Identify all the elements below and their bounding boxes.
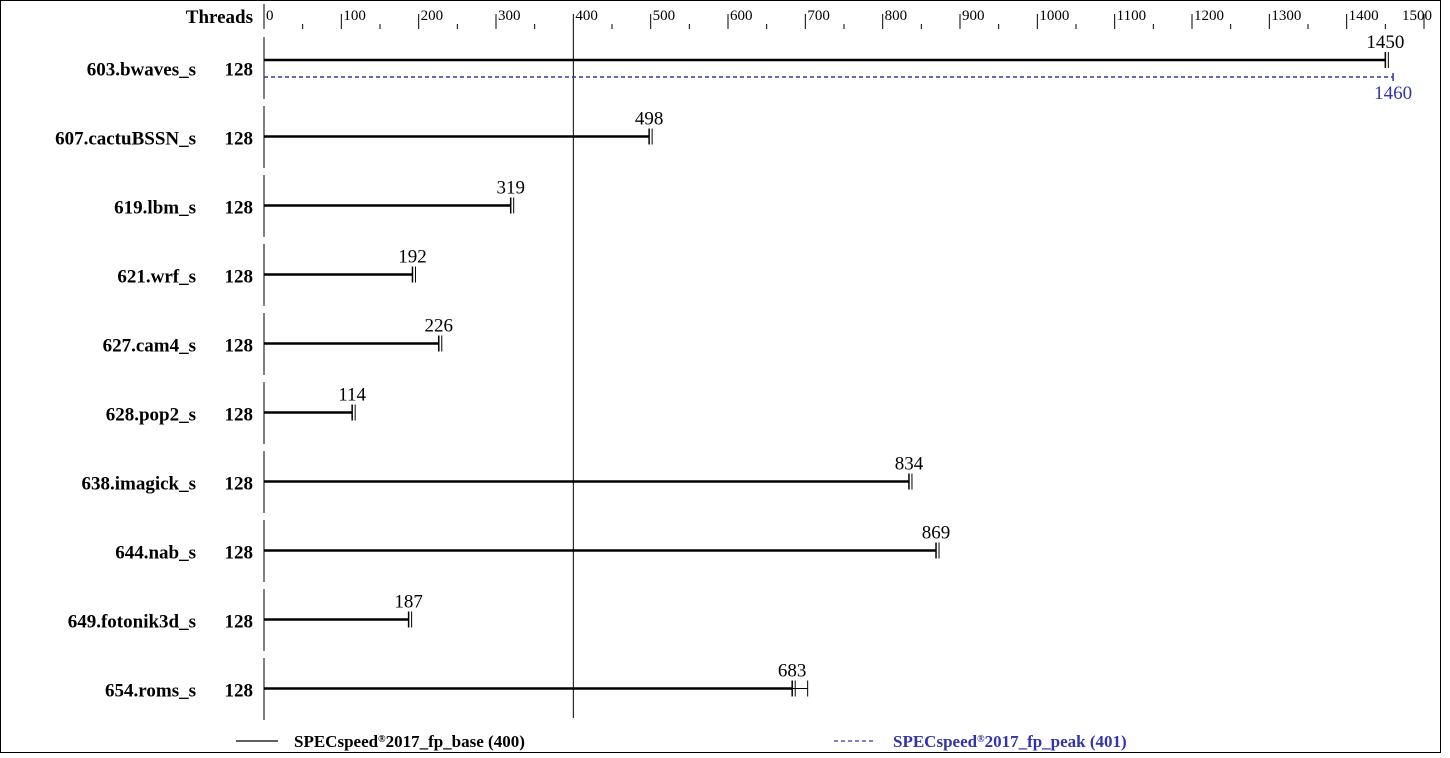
benchmark-name: 654.roms_s bbox=[105, 681, 196, 702]
benchmark-row: 627.cam4_s 128 226 bbox=[103, 313, 453, 375]
base-value-label: 834 bbox=[895, 454, 924, 475]
benchmark-row: 649.fotonik3d_s 128 187 bbox=[68, 589, 423, 651]
benchmark-name: 628.pop2_s bbox=[106, 405, 196, 426]
x-tick-label: 1400 bbox=[1349, 8, 1379, 24]
peak-value-label: 1460 bbox=[1374, 83, 1412, 104]
benchmark-threads: 128 bbox=[225, 474, 254, 495]
x-tick-label: 1000 bbox=[1039, 8, 1069, 24]
legend: SPECspeed®2017_fp_base (400) SPECspeed®20… bbox=[236, 732, 1127, 751]
benchmark-row: 607.cactuBSSN_s 128 498 bbox=[55, 106, 663, 168]
base-value-label: 1450 bbox=[1366, 32, 1404, 53]
benchmark-threads: 128 bbox=[225, 405, 254, 426]
x-tick-label: 1300 bbox=[1271, 8, 1301, 24]
x-tick-label: 1100 bbox=[1117, 8, 1146, 24]
benchmark-name: 621.wrf_s bbox=[117, 267, 196, 288]
base-value-label: 498 bbox=[635, 109, 664, 130]
benchmark-row: 654.roms_s 128 683 bbox=[105, 658, 809, 720]
benchmark-name: 638.imagick_s bbox=[81, 474, 196, 495]
benchmark-threads: 128 bbox=[225, 267, 254, 288]
x-axis: 0 100 200 300 400 500 600 700 800 900 1000 1100 1200… bbox=[263, 8, 1432, 29]
x-tick-label: 1500 bbox=[1402, 8, 1432, 24]
base-value-label: 187 bbox=[394, 592, 423, 613]
benchmark-threads: 128 bbox=[225, 198, 254, 219]
base-value-label: 226 bbox=[425, 316, 454, 337]
legend-label: SPECspeed®2017_fp_peak (401) bbox=[893, 732, 1127, 751]
x-tick-label: 100 bbox=[343, 8, 366, 24]
benchmark-threads: 128 bbox=[225, 129, 254, 150]
x-tick-label: 200 bbox=[421, 8, 444, 24]
benchmark-threads: 128 bbox=[225, 681, 254, 702]
benchmark-threads: 128 bbox=[225, 336, 254, 357]
base-value-label: 114 bbox=[338, 385, 366, 406]
benchmark-name: 649.fotonik3d_s bbox=[68, 612, 196, 633]
benchmark-threads: 128 bbox=[225, 612, 254, 633]
x-tick-label: 500 bbox=[653, 8, 676, 24]
base-value-label: 869 bbox=[922, 523, 951, 544]
base-value-label: 683 bbox=[778, 661, 807, 682]
x-tick-label: 600 bbox=[730, 8, 753, 24]
benchmark-name: 607.cactuBSSN_s bbox=[55, 129, 196, 150]
benchmark-row: 603.bwaves_s 128 1450 1460 bbox=[87, 32, 1412, 104]
benchmark-row: 619.lbm_s 128 319 bbox=[114, 175, 525, 237]
benchmark-row: 638.imagick_s 128 834 bbox=[81, 451, 924, 513]
base-value-label: 192 bbox=[398, 247, 427, 268]
benchmark-row: 621.wrf_s 128 192 bbox=[117, 244, 427, 306]
x-tick-label: 300 bbox=[498, 8, 521, 24]
benchmark-name: 619.lbm_s bbox=[114, 198, 196, 219]
benchmark-row: 644.nab_s 128 869 bbox=[115, 520, 950, 582]
x-tick-label: 400 bbox=[575, 8, 598, 24]
x-tick-label: 0 bbox=[266, 8, 274, 24]
benchmark-name: 644.nab_s bbox=[115, 543, 196, 564]
x-tick-label: 800 bbox=[885, 8, 908, 24]
benchmark-rows: 603.bwaves_s 128 1450 1460 607.cactuBSSN_s 12… bbox=[55, 32, 1412, 720]
x-tick-label: 1200 bbox=[1194, 8, 1224, 24]
benchmark-threads: 128 bbox=[225, 543, 254, 564]
benchmark-threads: 128 bbox=[225, 60, 254, 81]
x-tick-label: 900 bbox=[962, 8, 985, 24]
threads-header: Threads bbox=[186, 7, 253, 28]
x-tick-label: 700 bbox=[807, 8, 830, 24]
benchmark-name: 627.cam4_s bbox=[103, 336, 196, 357]
benchmark-name: 603.bwaves_s bbox=[87, 60, 196, 81]
legend-label: SPECspeed®2017_fp_base (400) bbox=[294, 732, 525, 751]
base-value-label: 319 bbox=[496, 178, 525, 199]
benchmark-row: 628.pop2_s 128 114 bbox=[106, 382, 367, 444]
